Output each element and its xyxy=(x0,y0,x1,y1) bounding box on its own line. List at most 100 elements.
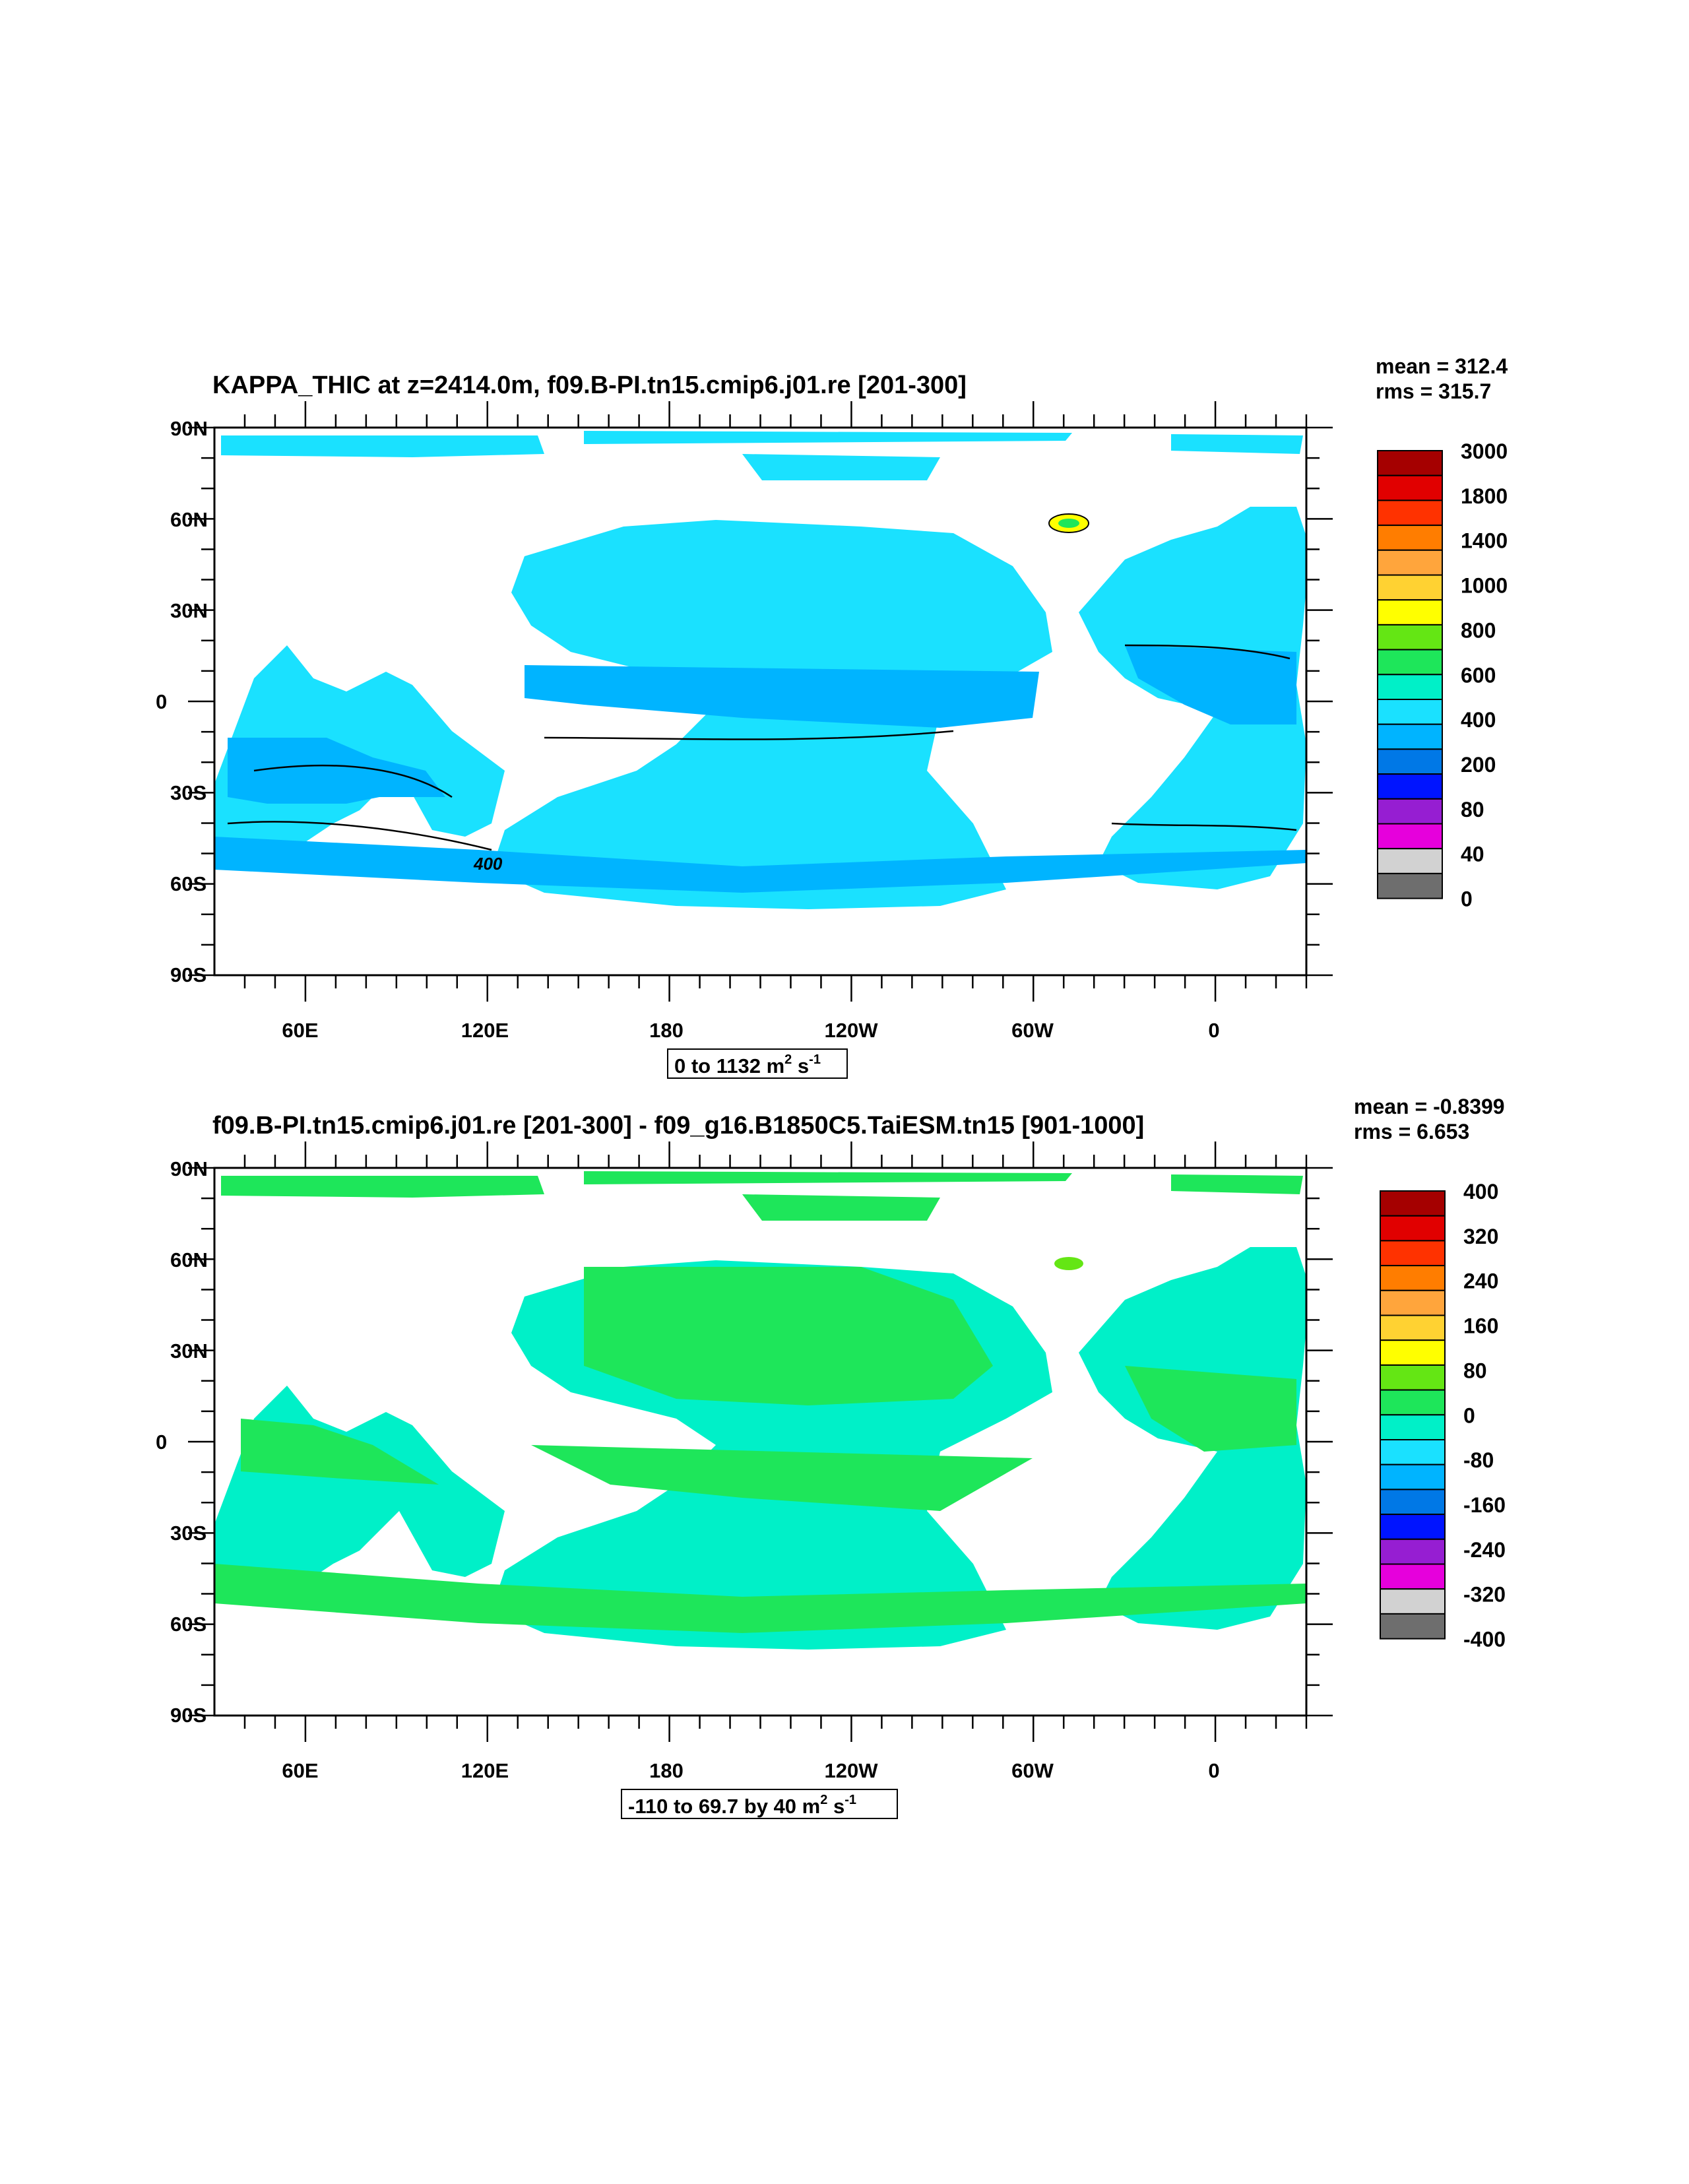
colorbar-box xyxy=(1377,674,1443,700)
southern-green-band xyxy=(214,1564,1306,1633)
colorbar-label: 1800 xyxy=(1461,484,1508,508)
colorbar-box xyxy=(1377,474,1443,501)
unit-sup: 2 xyxy=(784,1052,792,1067)
unit-s: s xyxy=(833,1795,844,1818)
range-box: -110 to 69.7 by 40 m2 s-1 xyxy=(621,1789,898,1819)
indian-green-band xyxy=(241,1419,439,1485)
colorbar-label: -80 xyxy=(1463,1448,1494,1472)
lon-label: 120W xyxy=(825,1759,879,1782)
colorbar-box xyxy=(1377,574,1443,601)
lon-label: 120W xyxy=(825,1019,879,1042)
panel-top: KAPPA_THIC at z=2414.0m, f09.B-PI.tn15.c… xyxy=(156,354,1508,1079)
colorbar-box xyxy=(1377,450,1443,476)
lon-label: 60E xyxy=(282,1759,318,1782)
colorbar-box xyxy=(1377,773,1443,800)
colorbar-label: 800 xyxy=(1461,618,1496,642)
colorbar-box xyxy=(1380,1190,1446,1217)
colorbar-box xyxy=(1380,1588,1446,1615)
colorbar-label: -160 xyxy=(1463,1493,1506,1517)
colorbar-box xyxy=(1377,823,1443,850)
lat-label: 90N xyxy=(170,1157,208,1180)
colorbar-label: -320 xyxy=(1463,1583,1506,1607)
map-area xyxy=(214,1171,1306,1650)
colorbar-box xyxy=(1377,525,1443,551)
colorbar-box xyxy=(1380,1489,1446,1516)
colorbar-label: 0 xyxy=(1461,887,1473,911)
colorbar-label: 1000 xyxy=(1461,574,1508,598)
pacific-tropical-band xyxy=(525,665,1039,728)
colorbar-box xyxy=(1377,549,1443,576)
range-text: 0 to 1132 m xyxy=(674,1054,784,1077)
lon-label: 120E xyxy=(461,1019,509,1042)
indian-band xyxy=(228,738,445,804)
colorbar-label: 400 xyxy=(1463,1180,1498,1204)
colorbar-label: 40 xyxy=(1461,843,1484,866)
unit-sup: -1 xyxy=(809,1052,821,1067)
colorbar-label: 1400 xyxy=(1461,529,1508,553)
colorbar-box xyxy=(1380,1538,1446,1565)
colorbar-box xyxy=(1380,1613,1446,1640)
colorbar-box xyxy=(1377,624,1443,651)
lon-label: 60W xyxy=(1011,1759,1054,1782)
colorbar-box xyxy=(1377,872,1443,899)
rms-stat: rms = 6.653 xyxy=(1354,1120,1469,1143)
colorbar-box xyxy=(1377,699,1443,725)
colorbar-box xyxy=(1380,1414,1446,1441)
pacific-green-band-2 xyxy=(531,1445,1033,1511)
rms-stat: rms = 315.7 xyxy=(1376,379,1491,403)
range-box: 0 to 1132 m2 s-1 xyxy=(667,1048,848,1079)
colorbar-box xyxy=(1377,848,1443,874)
southern-band xyxy=(214,837,1306,893)
svg-text:-110 to 69.7 by 40 m2 s-1: -110 to 69.7 by 40 m2 s-1 xyxy=(628,1793,856,1818)
atlantic-green-band xyxy=(1125,1366,1296,1452)
colorbar-box xyxy=(1380,1364,1446,1391)
colorbar-box xyxy=(1377,499,1443,527)
colorbar: 400 320 240 160 80 0 -80 -160 -240 -320 -400 xyxy=(1380,1180,1506,1652)
ocean-arctic xyxy=(221,1171,1303,1221)
lon-label: 60E xyxy=(282,1019,318,1042)
lon-axis-labels: 60E 120E 180 120W 60W 0 xyxy=(282,1759,1219,1782)
unit-sup: -1 xyxy=(844,1793,856,1807)
colorbar-label: 80 xyxy=(1463,1359,1487,1382)
ocean-indian xyxy=(214,1386,505,1597)
colorbar-box xyxy=(1377,723,1443,750)
mean-stat: mean = -0.8399 xyxy=(1354,1095,1505,1118)
map-area: 400 xyxy=(214,431,1306,909)
unit-sup: 2 xyxy=(820,1793,827,1807)
lon-label: 60W xyxy=(1011,1019,1054,1042)
colorbar-label: 200 xyxy=(1461,753,1496,777)
colorbar-label: 3000 xyxy=(1461,439,1508,463)
colorbar-box xyxy=(1380,1289,1446,1316)
colorbar-box xyxy=(1380,1514,1446,1540)
lon-axis-labels: 60E 120E 180 120W 60W 0 xyxy=(282,1019,1219,1042)
panel-title: KAPPA_THIC at z=2414.0m, f09.B-PI.tn15.c… xyxy=(212,371,967,399)
colorbar-box xyxy=(1380,1215,1446,1242)
unit-s: s xyxy=(798,1054,809,1077)
colorbar-box xyxy=(1380,1265,1446,1291)
colorbar-box xyxy=(1377,798,1443,825)
atlantic-tropical-band xyxy=(1125,645,1296,724)
colorbar-label: 400 xyxy=(1461,708,1496,732)
colorbar-label: 160 xyxy=(1463,1314,1498,1338)
lat-label: 90N xyxy=(170,417,208,440)
axis-ticks xyxy=(188,401,1333,1742)
pacific-green-band xyxy=(584,1267,993,1405)
colorbar-box xyxy=(1380,1240,1446,1267)
contour-label: 400 xyxy=(473,854,503,874)
colorbar-box xyxy=(1380,1389,1446,1416)
colorbar-box xyxy=(1380,1314,1446,1341)
panel-title: f09.B-PI.tn15.cmip6.j01.re [201-300] - f… xyxy=(212,1112,1144,1140)
colorbar-box xyxy=(1380,1339,1446,1366)
colorbar-box xyxy=(1377,599,1443,626)
lon-label: 0 xyxy=(1208,1019,1219,1042)
range-text: -110 to 69.7 by 40 m xyxy=(628,1795,820,1818)
lon-label: 0 xyxy=(1208,1759,1219,1782)
colorbar-label: 320 xyxy=(1463,1225,1498,1248)
colorbar-box xyxy=(1377,649,1443,676)
lon-label: 120E xyxy=(461,1759,509,1782)
svg-text:0 to 1132 m2 s-1: 0 to 1132 m2 s-1 xyxy=(674,1052,821,1077)
mean-stat: mean = 312.4 xyxy=(1376,354,1508,378)
ocean-arctic xyxy=(221,431,1303,480)
